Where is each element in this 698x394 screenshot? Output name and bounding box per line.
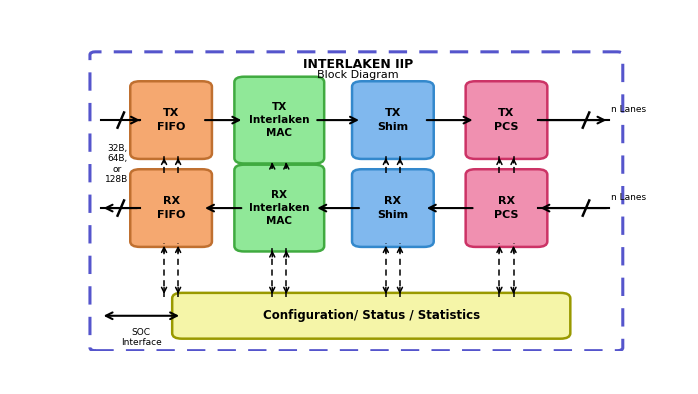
- FancyBboxPatch shape: [466, 169, 547, 247]
- FancyBboxPatch shape: [131, 169, 212, 247]
- FancyBboxPatch shape: [352, 81, 433, 159]
- FancyBboxPatch shape: [235, 77, 324, 164]
- Text: 32B,
64B,
or
128B: 32B, 64B, or 128B: [105, 144, 128, 184]
- FancyBboxPatch shape: [235, 165, 324, 251]
- Text: INTERLAKEN IIP: INTERLAKEN IIP: [303, 58, 413, 71]
- FancyBboxPatch shape: [466, 81, 547, 159]
- Text: TX
Shim: TX Shim: [378, 108, 408, 132]
- Text: TX
FIFO: TX FIFO: [157, 108, 185, 132]
- Text: n Lanes: n Lanes: [611, 105, 646, 114]
- FancyBboxPatch shape: [90, 52, 623, 351]
- Text: RX
Shim: RX Shim: [378, 197, 408, 220]
- FancyBboxPatch shape: [172, 293, 570, 339]
- Text: RX
Interlaken
MAC: RX Interlaken MAC: [249, 190, 309, 226]
- FancyBboxPatch shape: [352, 169, 433, 247]
- Text: RX
PCS: RX PCS: [494, 197, 519, 220]
- FancyBboxPatch shape: [131, 81, 212, 159]
- Text: RX
FIFO: RX FIFO: [157, 197, 185, 220]
- Text: TX
PCS: TX PCS: [494, 108, 519, 132]
- Text: Block Diagram: Block Diagram: [317, 70, 399, 80]
- Text: Configuration/ Status / Statistics: Configuration/ Status / Statistics: [262, 309, 480, 322]
- Text: n Lanes: n Lanes: [611, 193, 646, 202]
- Text: SOC
Interface: SOC Interface: [121, 328, 162, 347]
- Text: TX
Interlaken
MAC: TX Interlaken MAC: [249, 102, 309, 138]
